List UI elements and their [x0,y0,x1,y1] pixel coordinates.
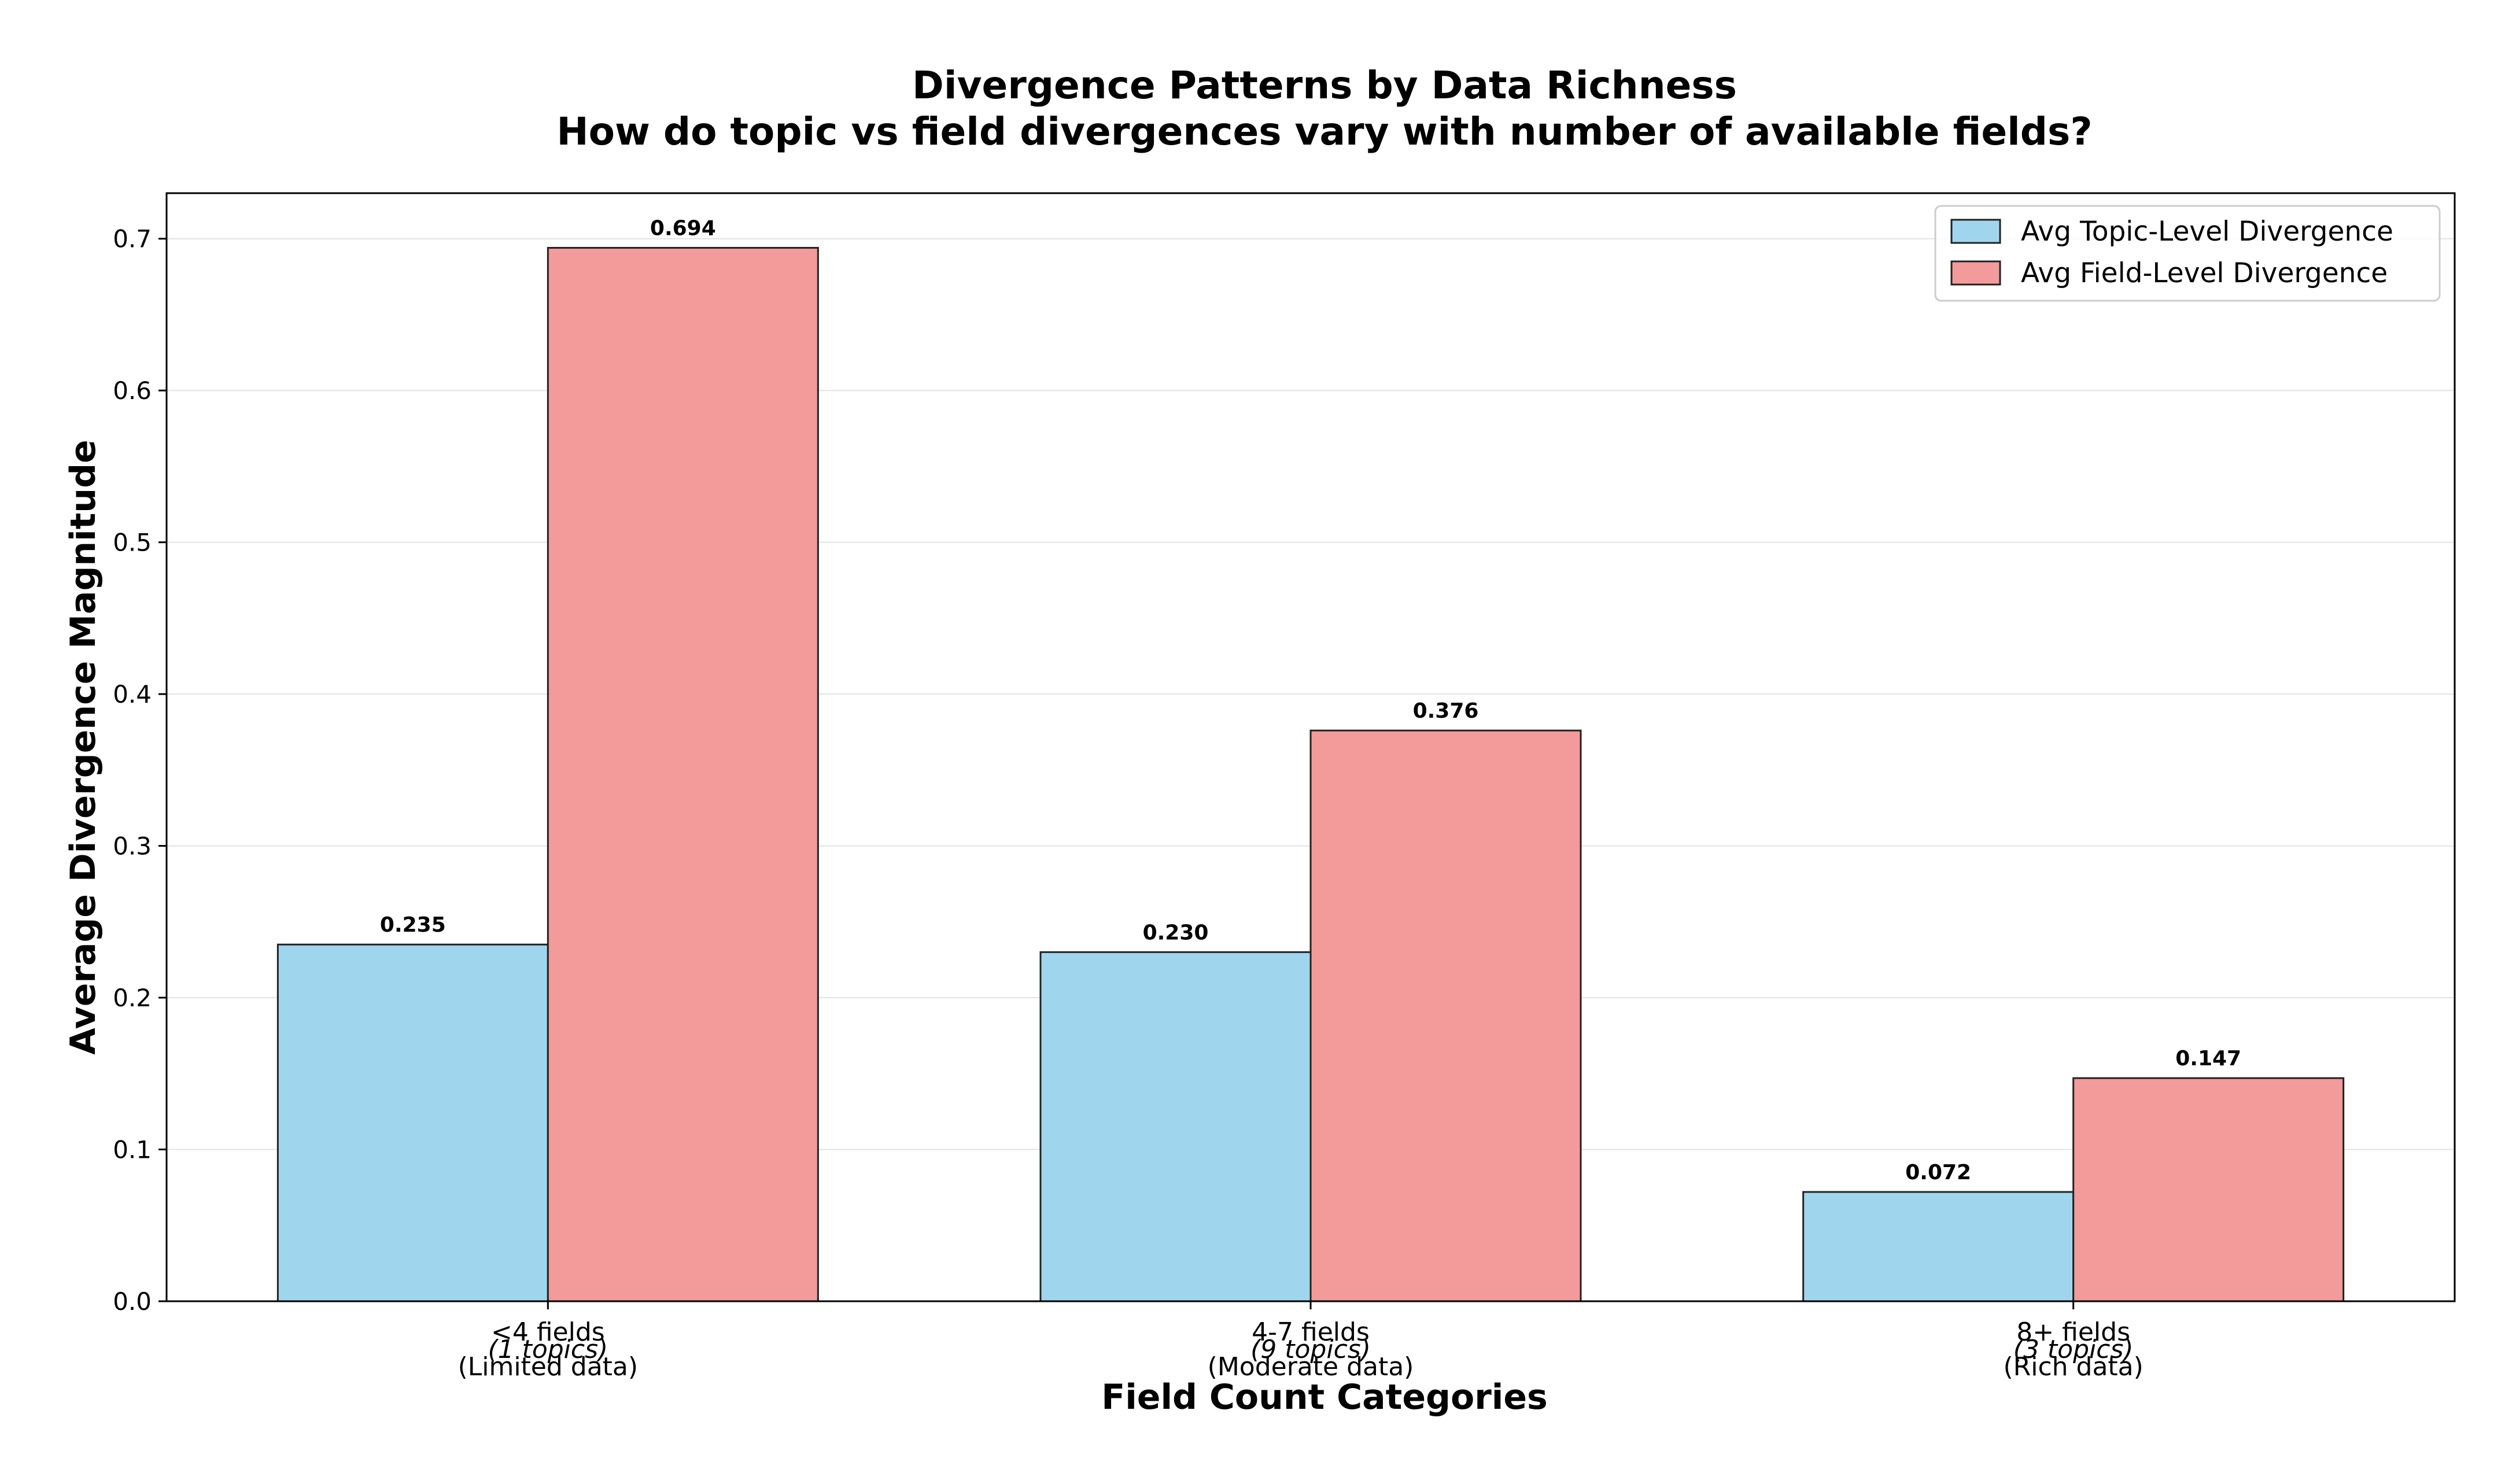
legend-swatch [1950,260,2001,286]
x-tick-detail: (Limited data) [458,1352,639,1382]
chart-subtitle: How do topic vs field divergences vary w… [556,109,2092,154]
legend: Avg Topic-Level Divergence Avg Field-Leve… [1934,205,2441,302]
bar [1039,951,1312,1302]
bar-value-label: 0.235 [380,913,446,937]
legend-entry: Avg Topic-Level Divergence [2021,216,2393,248]
y-tick-label: 0.1 [113,1136,152,1164]
x-tick-topic-count: (3 topics) [2013,1335,2134,1364]
bar-value-label: 0.230 [1143,921,1209,944]
y-tick-label: 0.0 [113,1287,152,1316]
y-tick-label: 0.7 [113,225,152,253]
y-tick-label: 0.6 [113,376,152,405]
chart-title: Divergence Patterns by Data Richness [912,63,1737,108]
x-axis: <4 fields (Limited data)(1 topics) 4-7 fie… [458,1301,2144,1382]
y-axis-label: Average Divergence Magnitude [63,440,104,1054]
y-axis: 0.0 0.1 0.2 0.3 0.4 0.5 0.6 0.7 [113,225,167,1316]
x-tick-detail: (Moderate data) [1208,1352,1414,1382]
x-tick-label: 4-7 fields [1252,1317,1370,1347]
x-tick-topic-count: (9 topics) [1250,1335,1371,1364]
bar [547,246,819,1302]
bar [1309,729,1582,1302]
bar [1802,1191,2075,1302]
bar-value-label: 0.694 [650,216,716,240]
x-tick-detail: (Rich data) [2004,1352,2144,1382]
bar [2072,1077,2345,1302]
legend-entry: Avg Field-Level Divergence [2021,257,2388,289]
x-tick-label: 8+ fields [2016,1317,2130,1347]
bar [276,943,549,1302]
y-tick-label: 0.3 [113,832,152,861]
legend-box [1934,205,2441,302]
x-tick-label: <4 fields [491,1317,605,1347]
x-tick-topic-count: (1 topics) [488,1335,608,1364]
y-tick-label: 0.4 [113,680,152,708]
bar-value-label: 0.376 [1413,699,1479,723]
y-tick-label: 0.5 [113,529,152,557]
legend-swatch [1950,219,2001,244]
bar-value-label: 0.072 [1905,1161,1971,1184]
x-axis-label: Field Count Categories [1101,1377,1548,1417]
bar-value-label: 0.147 [2175,1047,2241,1070]
y-tick-label: 0.2 [113,984,152,1012]
data-labels: 0.235 0.694 0.230 0.376 0.072 0.147 [380,216,2241,1184]
